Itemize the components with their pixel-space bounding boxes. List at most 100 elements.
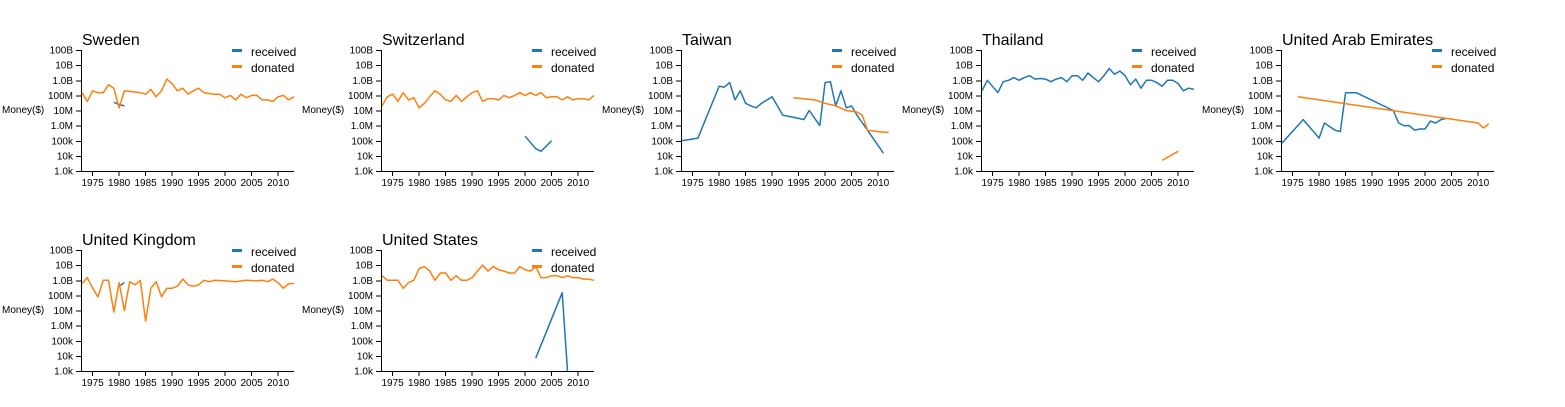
y-tick-label: 100M [48,291,73,302]
series-line-donated [381,90,595,109]
y-tick-label: 1.0M [51,121,73,132]
y-axis-label: Money($) [302,305,344,316]
x-tick-label: 1990 [461,378,484,389]
y-axis-label: Money($) [1202,105,1244,116]
legend-swatch-received [1132,49,1142,52]
x-tick-label: 1980 [408,378,431,389]
series-line-received [113,101,125,107]
y-tick-label: 1.0k [54,167,74,178]
x-tick-label: 1980 [108,178,131,189]
chart-title: United Arab Emirates [1282,32,1433,49]
series-line-donated [1161,150,1179,162]
chart-panel-thailand: Thailand 1.0k 10k 100k 1.0M 10M 100M 1.0B 10B 100… [902,32,1196,189]
legend-swatch-received [532,249,542,252]
y-tick-label: 10k [357,351,374,362]
y-tick-label: 10B [955,61,973,72]
y-tick-label: 100k [351,336,374,347]
x-tick-label: 2010 [567,178,590,189]
y-tick-label: 10M [1254,106,1273,117]
legend-label-donated: donated [1151,61,1194,75]
x-tick-label: 1990 [1061,178,1084,189]
series-line-received [681,80,885,154]
y-tick-label: 100k [1251,136,1274,147]
y-tick-label: 100M [948,91,973,102]
x-tick-label: 1975 [1281,178,1304,189]
x-tick-label: 2010 [1467,178,1490,189]
x-tick-label: 1975 [81,178,104,189]
y-tick-label: 10M [654,106,673,117]
y-tick-label: 10M [54,306,73,317]
series-line-received [535,291,569,372]
y-tick-label: 1.0k [654,167,674,178]
x-tick-label: 1985 [734,178,757,189]
x-tick-label: 2005 [240,178,263,189]
x-tick-label: 1990 [161,178,184,189]
x-tick-label: 1985 [1034,178,1057,189]
x-tick-label: 1975 [381,178,404,189]
legend-label-donated: donated [851,61,894,75]
series-line-received [1281,91,1447,144]
x-tick-label: 2000 [514,378,537,389]
x-tick-label: 1995 [1387,178,1410,189]
y-tick-label: 10B [55,61,73,72]
y-axis-label: Money($) [602,105,644,116]
x-tick-label: 1995 [187,178,210,189]
x-tick-label: 1990 [1361,178,1384,189]
y-tick-label: 1.0B [952,76,973,87]
x-tick-label: 1990 [461,178,484,189]
x-tick-label: 1995 [1087,178,1110,189]
chart-title: Taiwan [682,32,732,49]
y-tick-label: 100M [348,291,373,302]
legend-label-received: received [851,45,896,59]
x-tick-label: 2010 [1167,178,1190,189]
y-tick-label: 1.0M [351,321,373,332]
legend-swatch-donated [832,65,842,68]
y-tick-label: 10B [55,261,73,272]
x-tick-label: 1985 [1334,178,1357,189]
legend-swatch-donated [1432,65,1442,68]
x-tick-label: 2005 [1440,178,1463,189]
legend-swatch-donated [232,265,242,268]
legend-label-donated: donated [551,261,594,275]
legend-label-received: received [1151,45,1196,59]
y-tick-label: 10k [57,151,74,162]
x-tick-label: 1995 [187,378,210,389]
x-tick-label: 1990 [761,178,784,189]
x-tick-label: 1995 [787,178,810,189]
x-tick-label: 2005 [540,378,563,389]
legend-swatch-donated [232,65,242,68]
chart-title: Thailand [982,32,1043,49]
y-tick-label: 100M [348,91,373,102]
x-tick-label: 2010 [267,378,290,389]
y-tick-label: 1.0k [354,367,374,378]
x-tick-label: 1985 [434,378,457,389]
y-tick-label: 1.0M [651,121,673,132]
x-tick-label: 2010 [267,178,290,189]
legend-label-donated: donated [251,61,294,75]
y-tick-label: 100B [950,46,974,57]
chart-panel-united-states: United States 1.0k 10k 100k 1.0M 10M 100M 1.0B 1… [302,232,596,389]
x-tick-label: 2000 [214,378,237,389]
y-tick-label: 100M [1248,91,1273,102]
x-tick-label: 1975 [981,178,1004,189]
y-tick-label: 10B [355,261,373,272]
series-line-donated [793,96,889,134]
y-tick-label: 1.0B [52,76,73,87]
y-tick-label: 1.0k [954,167,974,178]
y-tick-label: 1.0k [354,167,374,178]
chart-title: United States [382,232,478,249]
y-tick-label: 100M [648,91,673,102]
legend-label-received: received [551,245,596,259]
x-tick-label: 1985 [134,178,157,189]
legend-label-donated: donated [551,61,594,75]
chart-title: Sweden [82,32,140,49]
chart-panel-sweden: Sweden 1.0k 10k 100k 1.0M 10M 100M 1.0B 10B 100B M… [2,32,296,189]
y-axis-label: Money($) [2,305,44,316]
y-tick-label: 10k [57,351,74,362]
y-tick-label: 1.0k [1254,167,1274,178]
x-tick-label: 1980 [1008,178,1031,189]
chart-panel-switzerland: Switzerland 1.0k 10k 100k 1.0M 10M 100M 1.0B 10B… [302,32,596,189]
y-tick-label: 1.0M [1251,121,1273,132]
series-line-received [981,67,1195,94]
